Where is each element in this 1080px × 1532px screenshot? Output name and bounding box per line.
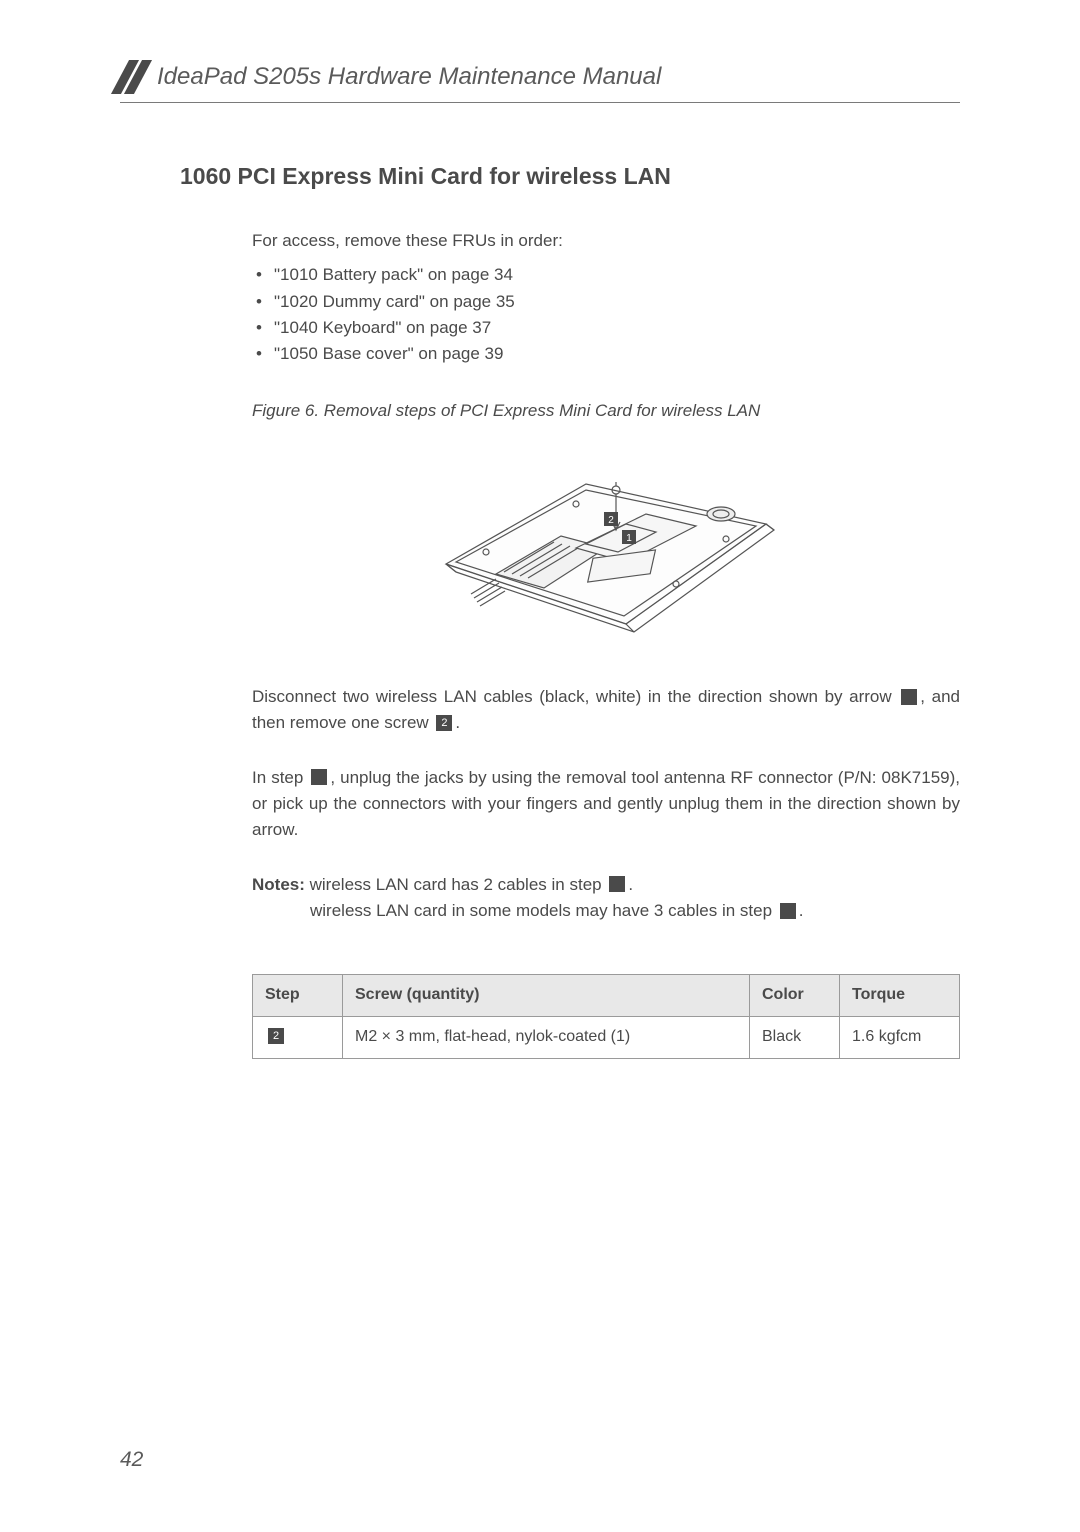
figure-caption: Figure 6. Removal steps of PCI Express M… — [252, 398, 960, 424]
callout-number: 2 — [268, 1028, 284, 1044]
notes-label: Notes: — [252, 875, 305, 894]
figure-callout-2: 2 — [608, 515, 614, 526]
text-run: , unplug the jacks by using the removal … — [252, 768, 960, 840]
text-run: . — [455, 713, 460, 732]
page: IdeaPad S205s Hardware Maintenance Manua… — [0, 0, 1080, 1532]
list-item: "1010 Battery pack" on page 34 — [252, 262, 960, 288]
paragraph-2: In step , unplug the jacks by using the … — [252, 765, 960, 844]
screw-spec-table: Step Screw (quantity) Color Torque 2 M2 … — [252, 974, 960, 1059]
notes-line-2: wireless LAN card in some models may hav… — [252, 898, 960, 924]
intro-text: For access, remove these FRUs in order: — [252, 228, 960, 254]
document-title: IdeaPad S205s Hardware Maintenance Manua… — [157, 63, 661, 91]
cell-step: 2 — [253, 1017, 343, 1059]
col-header-screw: Screw (quantity) — [343, 975, 750, 1017]
cell-screw: M2 × 3 mm, flat-head, nylok-coated (1) — [343, 1017, 750, 1059]
list-item: "1020 Dummy card" on page 35 — [252, 289, 960, 315]
list-item: "1050 Base cover" on page 39 — [252, 341, 960, 367]
table-header-row: Step Screw (quantity) Color Torque — [253, 975, 960, 1017]
callout-blank-icon — [780, 903, 796, 919]
paragraph-1: Disconnect two wireless LAN cables (blac… — [252, 684, 960, 737]
header-rule — [120, 102, 960, 103]
page-number: 42 — [120, 1448, 143, 1472]
text-run: . — [799, 901, 804, 920]
callout-number: 2 — [436, 715, 452, 731]
notes-line-1: Notes: wireless LAN card has 2 cables in… — [252, 872, 960, 898]
callout-blank-icon — [311, 769, 327, 785]
text-run: . — [628, 875, 633, 894]
text-run: In step — [252, 768, 308, 787]
figure-callout-1: 1 — [626, 533, 632, 544]
list-item: "1040 Keyboard" on page 37 — [252, 315, 960, 341]
brand-logo-icon — [111, 60, 152, 94]
callout-blank-icon — [609, 876, 625, 892]
cell-torque: 1.6 kgfcm — [840, 1017, 960, 1059]
col-header-torque: Torque — [840, 975, 960, 1017]
fru-list: "1010 Battery pack" on page 34 "1020 Dum… — [252, 262, 960, 367]
text-run: Disconnect two wireless LAN cables (blac… — [252, 687, 898, 706]
content-area: 1060 PCI Express Mini Card for wireless … — [120, 163, 960, 1059]
text-run: wireless LAN card has 2 cables in step — [305, 875, 606, 894]
callout-blank-icon — [901, 689, 917, 705]
section-heading: 1060 PCI Express Mini Card for wireless … — [180, 163, 960, 190]
page-header: IdeaPad S205s Hardware Maintenance Manua… — [120, 60, 960, 94]
col-header-color: Color — [750, 975, 840, 1017]
notes-block: Notes: wireless LAN card has 2 cables in… — [252, 872, 960, 925]
text-run: wireless LAN card in some models may hav… — [310, 901, 777, 920]
body-block: For access, remove these FRUs in order: … — [180, 228, 960, 1059]
motherboard-diagram-icon: 1 2 — [426, 444, 786, 654]
col-header-step: Step — [253, 975, 343, 1017]
figure-diagram: 1 2 — [426, 444, 786, 654]
cell-color: Black — [750, 1017, 840, 1059]
table-row: 2 M2 × 3 mm, flat-head, nylok-coated (1)… — [253, 1017, 960, 1059]
